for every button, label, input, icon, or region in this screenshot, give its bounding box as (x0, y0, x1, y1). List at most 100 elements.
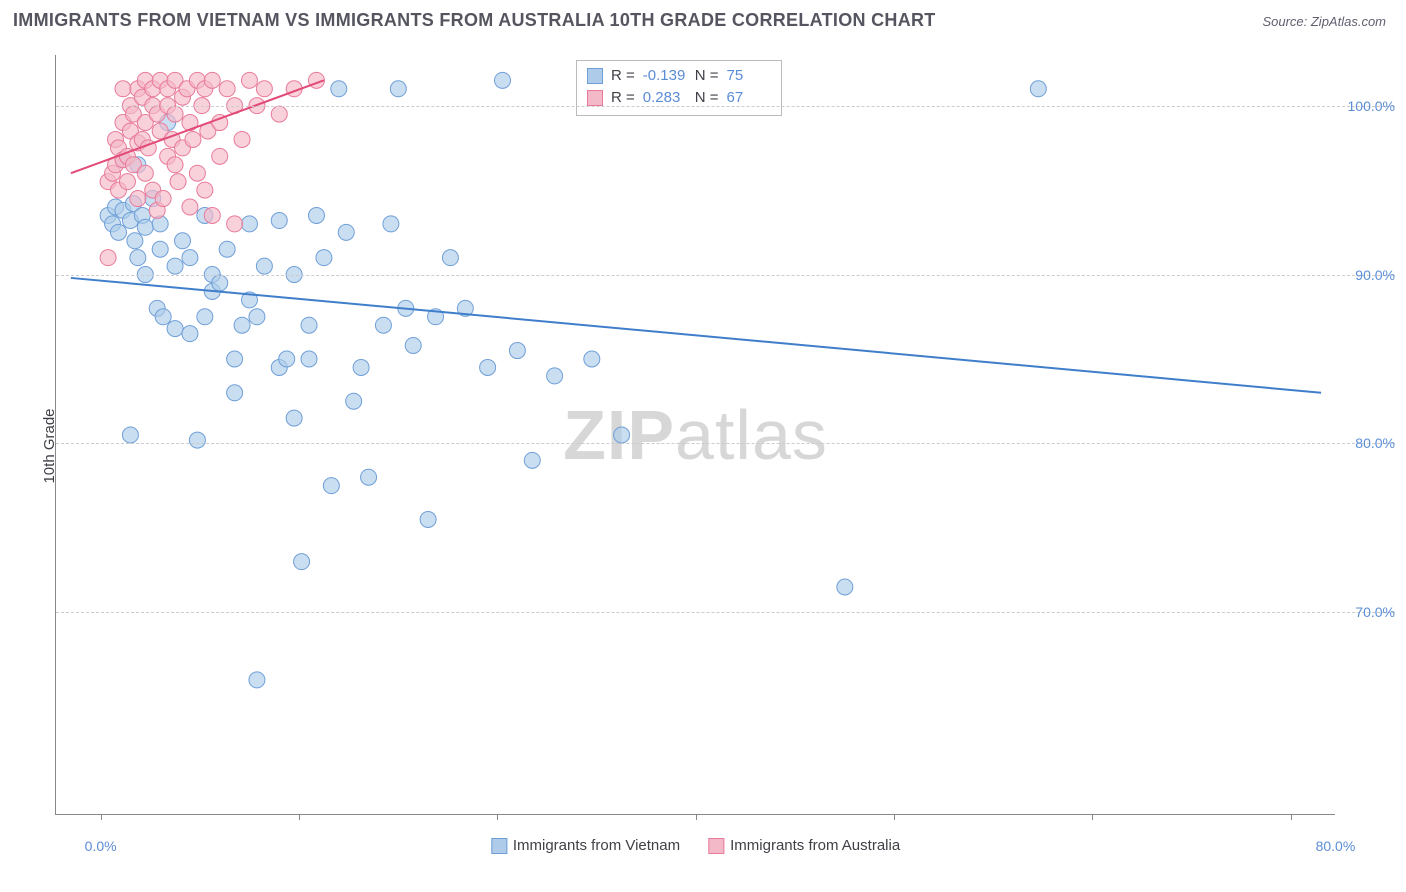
data-point-vietnam (234, 317, 250, 333)
data-point-vietnam (182, 250, 198, 266)
stats-legend-box: R =-0.139N =75R =0.283N =67 (576, 60, 782, 116)
data-point-vietnam (405, 337, 421, 353)
x-tick (1092, 814, 1093, 820)
x-tick (101, 814, 102, 820)
data-point-vietnam (547, 368, 563, 384)
gridline (56, 275, 1395, 276)
data-point-australia (256, 81, 272, 97)
y-tick-label: 90.0% (1340, 267, 1395, 283)
data-point-vietnam (323, 478, 339, 494)
chart-title: IMMIGRANTS FROM VIETNAM VS IMMIGRANTS FR… (13, 10, 936, 31)
data-point-vietnam (301, 351, 317, 367)
data-point-vietnam (197, 309, 213, 325)
data-point-australia (155, 191, 171, 207)
source-attribution: Source: ZipAtlas.com (1262, 14, 1386, 29)
stat-n-value: 75 (727, 65, 771, 87)
data-point-vietnam (271, 213, 287, 229)
trendline-vietnam (71, 278, 1321, 393)
gridline (56, 443, 1395, 444)
x-tick-label: 80.0% (1316, 838, 1356, 854)
data-point-vietnam (383, 216, 399, 232)
stat-r-value: -0.139 (643, 65, 687, 87)
data-point-vietnam (122, 427, 138, 443)
data-point-vietnam (249, 309, 265, 325)
data-point-vietnam (509, 343, 525, 359)
data-point-australia (241, 72, 257, 88)
legend-swatch-icon (491, 838, 507, 854)
data-point-vietnam (361, 469, 377, 485)
x-tick (696, 814, 697, 820)
data-point-vietnam (127, 233, 143, 249)
data-point-australia (204, 207, 220, 223)
y-tick-label: 80.0% (1340, 435, 1395, 451)
legend-item-australia: Immigrants from Australia (708, 837, 900, 854)
data-point-australia (197, 182, 213, 198)
data-point-vietnam (614, 427, 630, 443)
y-tick-label: 100.0% (1340, 98, 1395, 114)
data-point-australia (167, 106, 183, 122)
data-point-vietnam (480, 359, 496, 375)
gridline (56, 612, 1395, 613)
data-point-vietnam (308, 207, 324, 223)
legend-label: Immigrants from Australia (730, 837, 900, 854)
data-point-vietnam (495, 72, 511, 88)
x-tick (894, 814, 895, 820)
legend-item-vietnam: Immigrants from Vietnam (491, 837, 680, 854)
data-point-vietnam (301, 317, 317, 333)
data-point-vietnam (286, 410, 302, 426)
data-point-vietnam (442, 250, 458, 266)
data-point-australia (167, 157, 183, 173)
data-point-australia (219, 81, 235, 97)
data-point-australia (170, 174, 186, 190)
data-point-vietnam (390, 81, 406, 97)
data-point-australia (137, 165, 153, 181)
data-point-vietnam (111, 224, 127, 240)
data-point-australia (119, 174, 135, 190)
data-point-vietnam (182, 326, 198, 342)
data-point-vietnam (219, 241, 235, 257)
legend-label: Immigrants from Vietnam (513, 837, 680, 854)
data-point-vietnam (584, 351, 600, 367)
data-point-vietnam (155, 309, 171, 325)
data-point-vietnam (524, 452, 540, 468)
data-point-vietnam (189, 432, 205, 448)
x-tick (497, 814, 498, 820)
x-tick-label: 0.0% (85, 838, 117, 854)
data-point-vietnam (227, 385, 243, 401)
legend-swatch-icon (587, 90, 603, 106)
data-point-vietnam (256, 258, 272, 274)
data-point-vietnam (420, 511, 436, 527)
stat-label: R = (611, 65, 635, 87)
data-point-vietnam (212, 275, 228, 291)
chart-container: IMMIGRANTS FROM VIETNAM VS IMMIGRANTS FR… (0, 0, 1406, 892)
data-point-vietnam (294, 554, 310, 570)
data-point-vietnam (241, 216, 257, 232)
data-point-australia (130, 191, 146, 207)
bottom-legend: Immigrants from Vietnam Immigrants from A… (491, 837, 900, 854)
data-point-vietnam (353, 359, 369, 375)
data-point-vietnam (837, 579, 853, 595)
legend-swatch-icon (587, 68, 603, 84)
data-point-vietnam (175, 233, 191, 249)
plot-area: ZIPatlas R =-0.139N =75R =0.283N =67 70.… (55, 55, 1335, 815)
data-point-australia (185, 131, 201, 147)
data-point-australia (100, 250, 116, 266)
data-point-australia (212, 148, 228, 164)
data-point-vietnam (167, 258, 183, 274)
data-point-vietnam (331, 81, 347, 97)
x-tick (299, 814, 300, 820)
data-point-australia (271, 106, 287, 122)
data-point-vietnam (279, 351, 295, 367)
data-point-australia (182, 199, 198, 215)
y-tick-label: 70.0% (1340, 604, 1395, 620)
data-point-vietnam (1030, 81, 1046, 97)
data-point-vietnam (338, 224, 354, 240)
legend-swatch-icon (708, 838, 724, 854)
data-point-vietnam (346, 393, 362, 409)
data-point-vietnam (375, 317, 391, 333)
trendline-australia (71, 80, 324, 173)
data-point-vietnam (152, 241, 168, 257)
data-point-vietnam (167, 321, 183, 337)
scatter-svg (56, 55, 1336, 815)
gridline (56, 106, 1395, 107)
